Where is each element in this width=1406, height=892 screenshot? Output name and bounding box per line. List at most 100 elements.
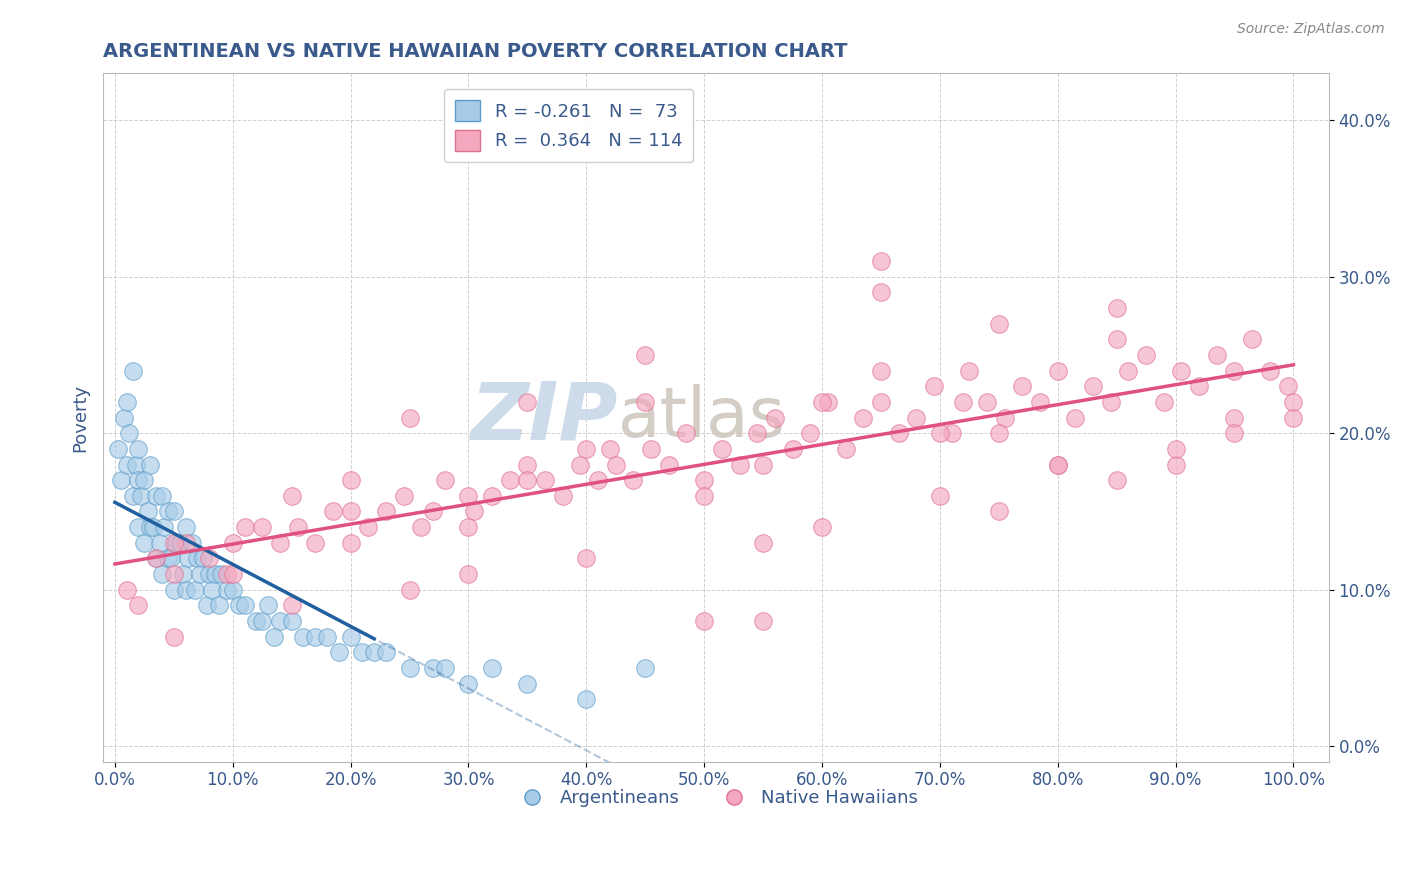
Point [316,630,339,644]
Point [209,567,232,582]
Point [339,630,361,644]
Point [994,410,1017,425]
Point [1241,332,1264,346]
Point [987,426,1010,441]
Point [551,489,574,503]
Point [1064,410,1087,425]
Point [121,364,143,378]
Point [811,520,834,534]
Point [1258,364,1281,378]
Point [200,582,222,597]
Point [575,692,598,706]
Text: Source: ZipAtlas.com: Source: ZipAtlas.com [1237,22,1385,37]
Point [1282,410,1305,425]
Point [174,535,197,549]
Point [121,489,143,503]
Point [870,254,893,268]
Point [174,520,197,534]
Point [125,458,148,472]
Point [357,520,380,534]
Point [1282,395,1305,409]
Point [534,473,557,487]
Point [163,504,186,518]
Point [1223,410,1246,425]
Point [150,489,173,503]
Point [145,489,167,503]
Point [811,395,834,409]
Point [1105,301,1128,315]
Legend: Argentineans, Native Hawaiians: Argentineans, Native Hawaiians [508,782,925,814]
Point [204,567,226,582]
Point [481,489,503,503]
Point [156,504,179,518]
Point [1164,458,1187,472]
Point [799,426,821,441]
Point [752,535,775,549]
Point [110,473,132,487]
Point [1105,332,1128,346]
Point [599,442,621,456]
Point [180,535,202,549]
Point [280,599,302,613]
Point [304,630,326,644]
Point [115,582,138,597]
Point [134,473,156,487]
Point [693,473,716,487]
Point [1170,364,1192,378]
Point [339,473,361,487]
Point [987,504,1010,518]
Point [292,630,315,644]
Point [569,458,592,472]
Point [129,489,152,503]
Point [623,473,645,487]
Point [184,582,207,597]
Point [1046,364,1069,378]
Point [257,599,280,613]
Point [834,442,856,456]
Point [928,426,950,441]
Point [127,442,149,456]
Point [163,567,186,582]
Point [1188,379,1211,393]
Point [1105,473,1128,487]
Point [433,661,456,675]
Point [870,285,893,300]
Point [605,458,627,472]
Point [870,364,893,378]
Point [252,520,274,534]
Point [763,410,786,425]
Point [269,535,291,549]
Point [422,661,444,675]
Point [145,551,167,566]
Point [499,473,522,487]
Point [222,567,245,582]
Point [163,582,186,597]
Point [634,661,657,675]
Point [1223,364,1246,378]
Point [941,426,963,441]
Point [658,458,681,472]
Point [887,426,910,441]
Text: ZIP: ZIP [471,378,617,457]
Point [174,582,197,597]
Point [1046,458,1069,472]
Point [457,676,479,690]
Point [177,551,200,566]
Point [287,520,309,534]
Point [145,551,167,566]
Point [163,630,186,644]
Point [957,364,980,378]
Point [1135,348,1157,362]
Point [127,599,149,613]
Point [156,551,179,566]
Point [269,614,291,628]
Point [1099,395,1122,409]
Text: ARGENTINEAN VS NATIVE HAWAIIAN POVERTY CORRELATION CHART: ARGENTINEAN VS NATIVE HAWAIIAN POVERTY C… [103,42,848,61]
Point [153,520,176,534]
Point [172,567,194,582]
Point [928,489,950,503]
Point [411,520,433,534]
Point [339,504,361,518]
Point [375,504,398,518]
Point [870,395,893,409]
